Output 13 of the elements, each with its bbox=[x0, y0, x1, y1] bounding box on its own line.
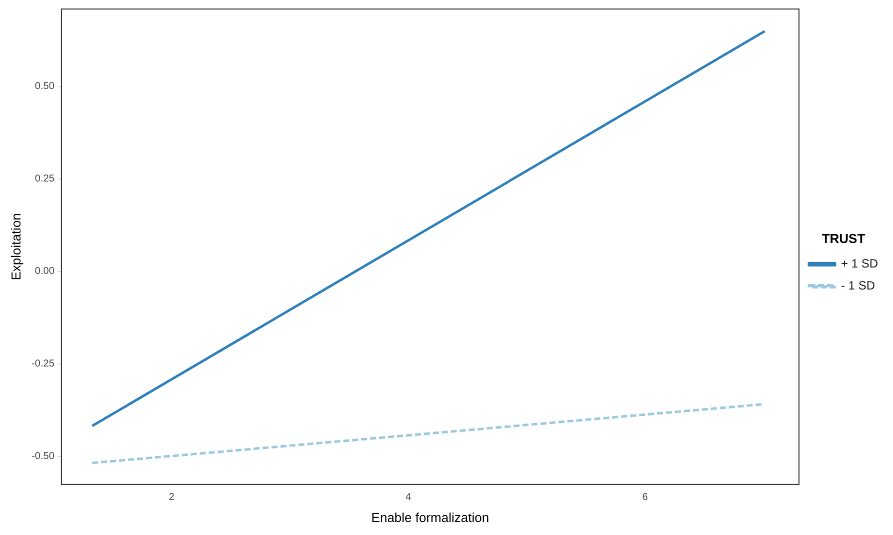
x-axis-title: Enable formalization bbox=[371, 510, 490, 525]
y-tick-label: -0.25 bbox=[32, 358, 55, 370]
x-tick-label: 6 bbox=[642, 492, 648, 504]
y-tick-label: -0.50 bbox=[32, 451, 55, 462]
y-tick-label: 0.00 bbox=[34, 266, 55, 278]
legend-title: TRUST bbox=[822, 230, 866, 246]
y-axis-title: Exploitation bbox=[8, 213, 24, 280]
y-tick-label: 0.50 bbox=[34, 81, 55, 92]
x-tick-label: 2 bbox=[168, 492, 175, 504]
legend-label: - 1 SD bbox=[840, 278, 876, 293]
x-tick-label: 4 bbox=[406, 492, 412, 504]
y-tick-label: 0.25 bbox=[34, 174, 55, 185]
legend-label: + 1 SD bbox=[840, 256, 878, 271]
